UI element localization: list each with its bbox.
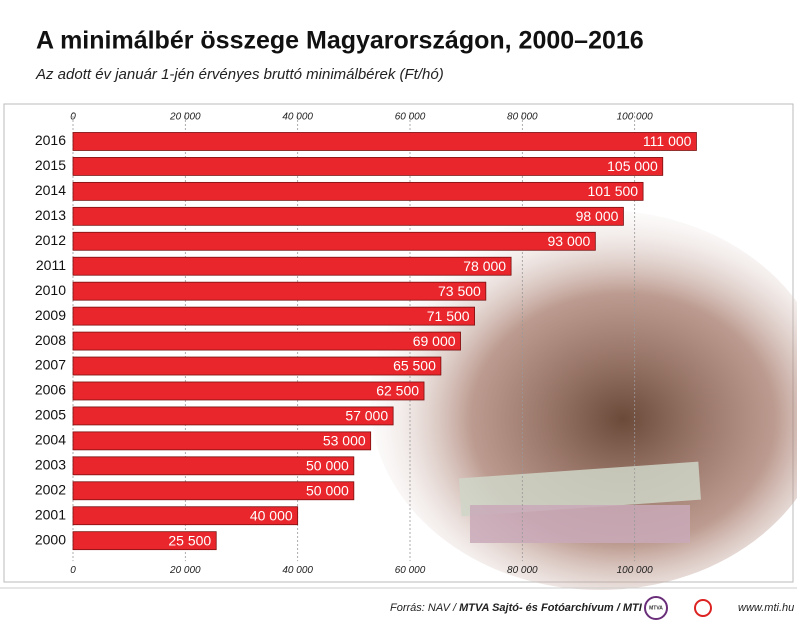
value-label: 57 000	[345, 408, 388, 424]
chart-title: A minimálbér összege Magyarországon, 200…	[36, 27, 644, 55]
value-label: 111 000	[643, 133, 692, 149]
bar	[72, 181, 644, 201]
value-label: 53 000	[323, 433, 366, 449]
x-tick-label: 40 000	[282, 565, 313, 576]
y-tick-label: 2004	[35, 432, 66, 448]
value-label: 40 000	[250, 507, 293, 523]
logo: MTVA	[649, 605, 663, 611]
value-label: 50 000	[306, 482, 349, 498]
y-tick-label: 2006	[35, 382, 66, 398]
x-tick-label: 100 000	[617, 112, 654, 123]
x-tick-label: 20 000	[169, 112, 201, 123]
y-tick-label: 2008	[35, 332, 66, 348]
chart-subtitle: Az adott év január 1-jén érvényes bruttó…	[35, 66, 444, 83]
bar	[72, 456, 355, 476]
y-tick-label: 2009	[35, 307, 66, 323]
y-tick-label: 2016	[35, 132, 66, 148]
plot: 0 0 20 000 20 000 40 000 40 000 60 000 60 000 80…	[35, 112, 697, 576]
y-tick-label: 2014	[35, 182, 66, 198]
website: www.mti.hu	[738, 602, 794, 614]
x-tick-label: 80 000	[507, 565, 538, 576]
x-tick-label: 0	[70, 112, 76, 123]
bar	[72, 406, 394, 426]
value-label: 73 500	[438, 283, 481, 299]
x-tick-label: 0	[70, 565, 76, 576]
bar	[72, 206, 624, 226]
y-tick-label: 2003	[35, 457, 66, 473]
value-label: 101 500	[587, 183, 638, 199]
bar	[72, 331, 461, 351]
y-tick-label: 2010	[35, 282, 66, 298]
bar	[72, 531, 217, 551]
bar	[72, 306, 475, 326]
y-tick-label: 2002	[35, 481, 66, 497]
bar	[72, 431, 372, 451]
y-tick-label: 2001	[35, 506, 66, 522]
x-tick-label: 80 000	[507, 112, 538, 123]
x-tick-label: 20 000	[169, 565, 201, 576]
value-label: 69 000	[413, 333, 456, 349]
value-label: 93 000	[548, 233, 591, 249]
y-tick-label: 2005	[35, 407, 66, 423]
x-tick-label: 60 000	[395, 565, 426, 576]
banknote	[458, 461, 701, 517]
value-label: 98 000	[576, 208, 619, 224]
x-tick-label: 60 000	[395, 112, 426, 123]
bar	[72, 157, 664, 176]
value-label: 50 000	[306, 458, 349, 474]
banknote	[470, 505, 690, 543]
value-label: 105 000	[607, 158, 658, 174]
x-tick-label: 40 000	[282, 112, 313, 123]
y-tick-label: 2015	[35, 157, 66, 173]
logo-icon	[694, 599, 712, 617]
value-label: 78 000	[463, 258, 506, 274]
y-tick-label: 2012	[35, 232, 66, 248]
source-bold: MTVA Sajtó- és Fotóarchívum / MTI	[459, 602, 643, 614]
bar	[72, 256, 512, 276]
bar	[72, 281, 487, 301]
source-text: Forrás: NAV /	[390, 602, 459, 614]
value-label: 71 500	[427, 308, 470, 324]
bar	[72, 132, 697, 151]
y-tick-label: 2013	[35, 207, 66, 223]
source: Forrás: NAV / MTVA Sajtó- és Fotóarchívu…	[390, 602, 643, 614]
value-label: 65 500	[393, 358, 436, 374]
value-label: 25 500	[168, 532, 211, 548]
bar	[72, 481, 355, 501]
y-tick-label: 2011	[36, 257, 66, 273]
bar	[72, 381, 425, 401]
x-tick-label: 100 000	[617, 565, 654, 576]
bar	[72, 356, 442, 376]
value-label: 62 500	[376, 383, 419, 399]
y-tick-label: 2007	[35, 357, 66, 373]
bar	[72, 231, 596, 251]
y-tick-label: 2000	[35, 531, 66, 547]
logo-ring	[644, 596, 668, 620]
bar	[72, 506, 299, 526]
